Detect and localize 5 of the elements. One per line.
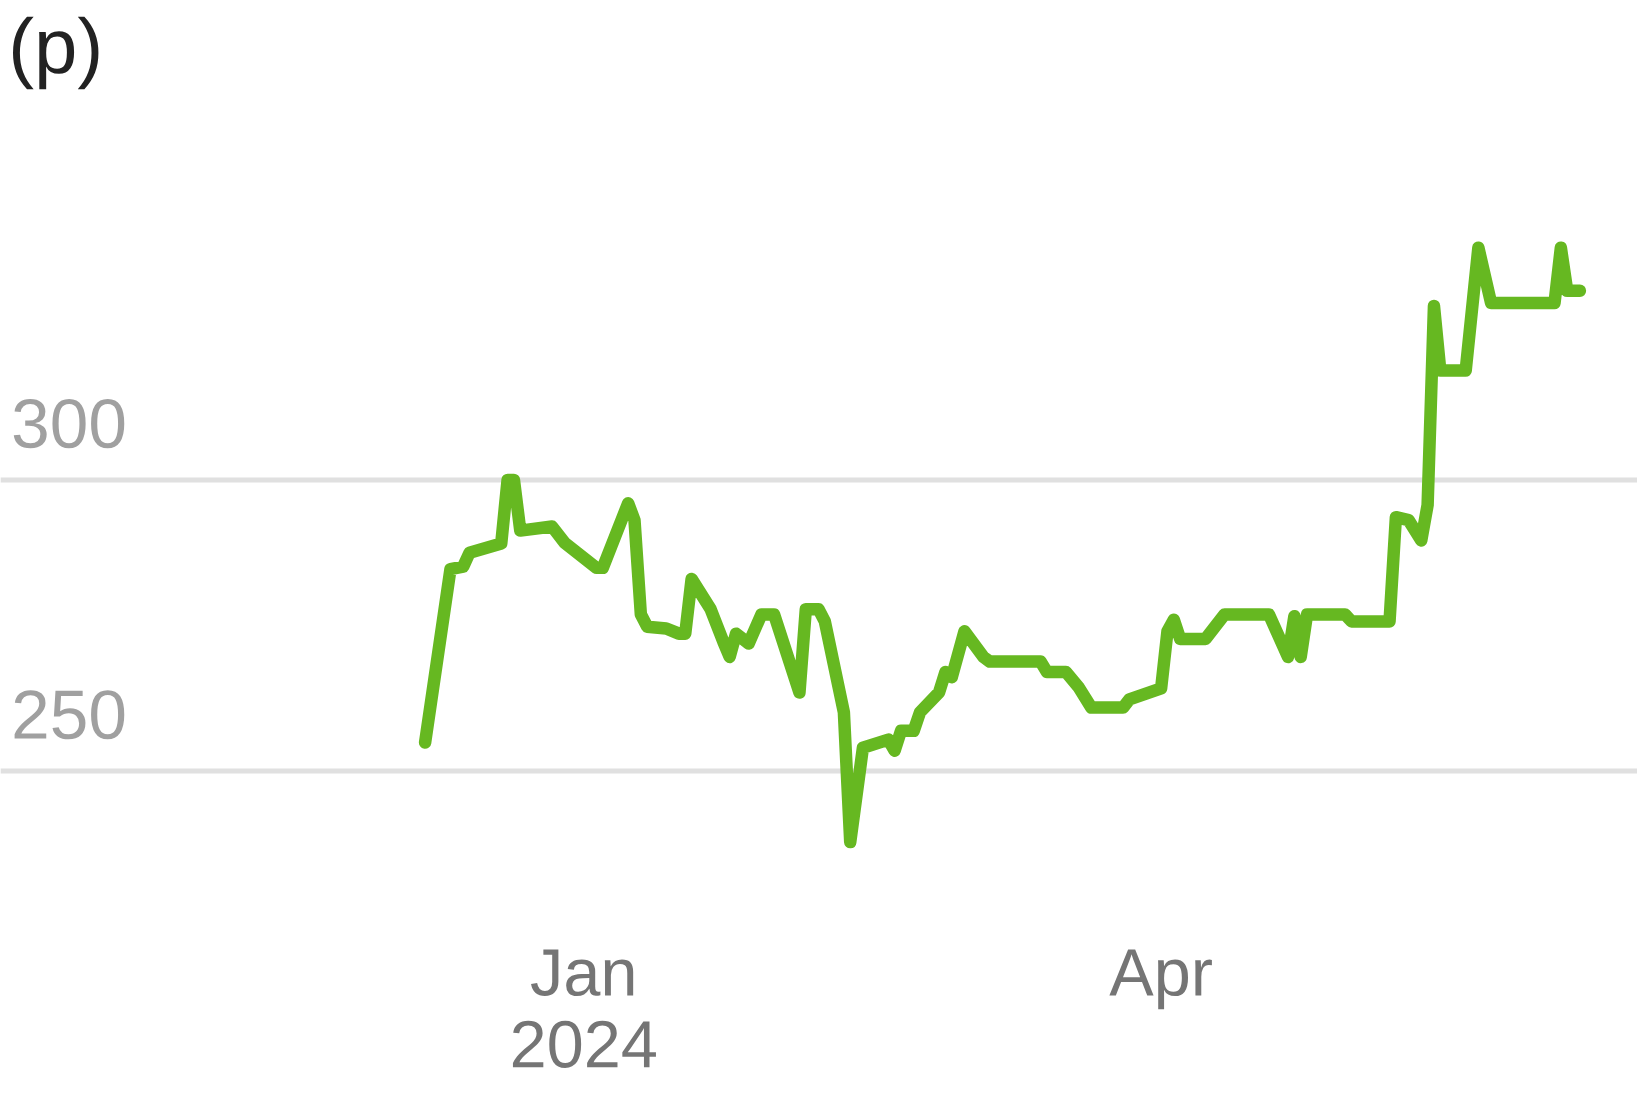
y-tick-label: 300 [13, 399, 125, 449]
y-axis-title: (p) [13, 16, 99, 90]
y-tick-label: 250 [14, 690, 125, 740]
x-tick-label: Jan 2024 [512, 949, 656, 1068]
x-tick-label: Apr [1109, 949, 1212, 1010]
